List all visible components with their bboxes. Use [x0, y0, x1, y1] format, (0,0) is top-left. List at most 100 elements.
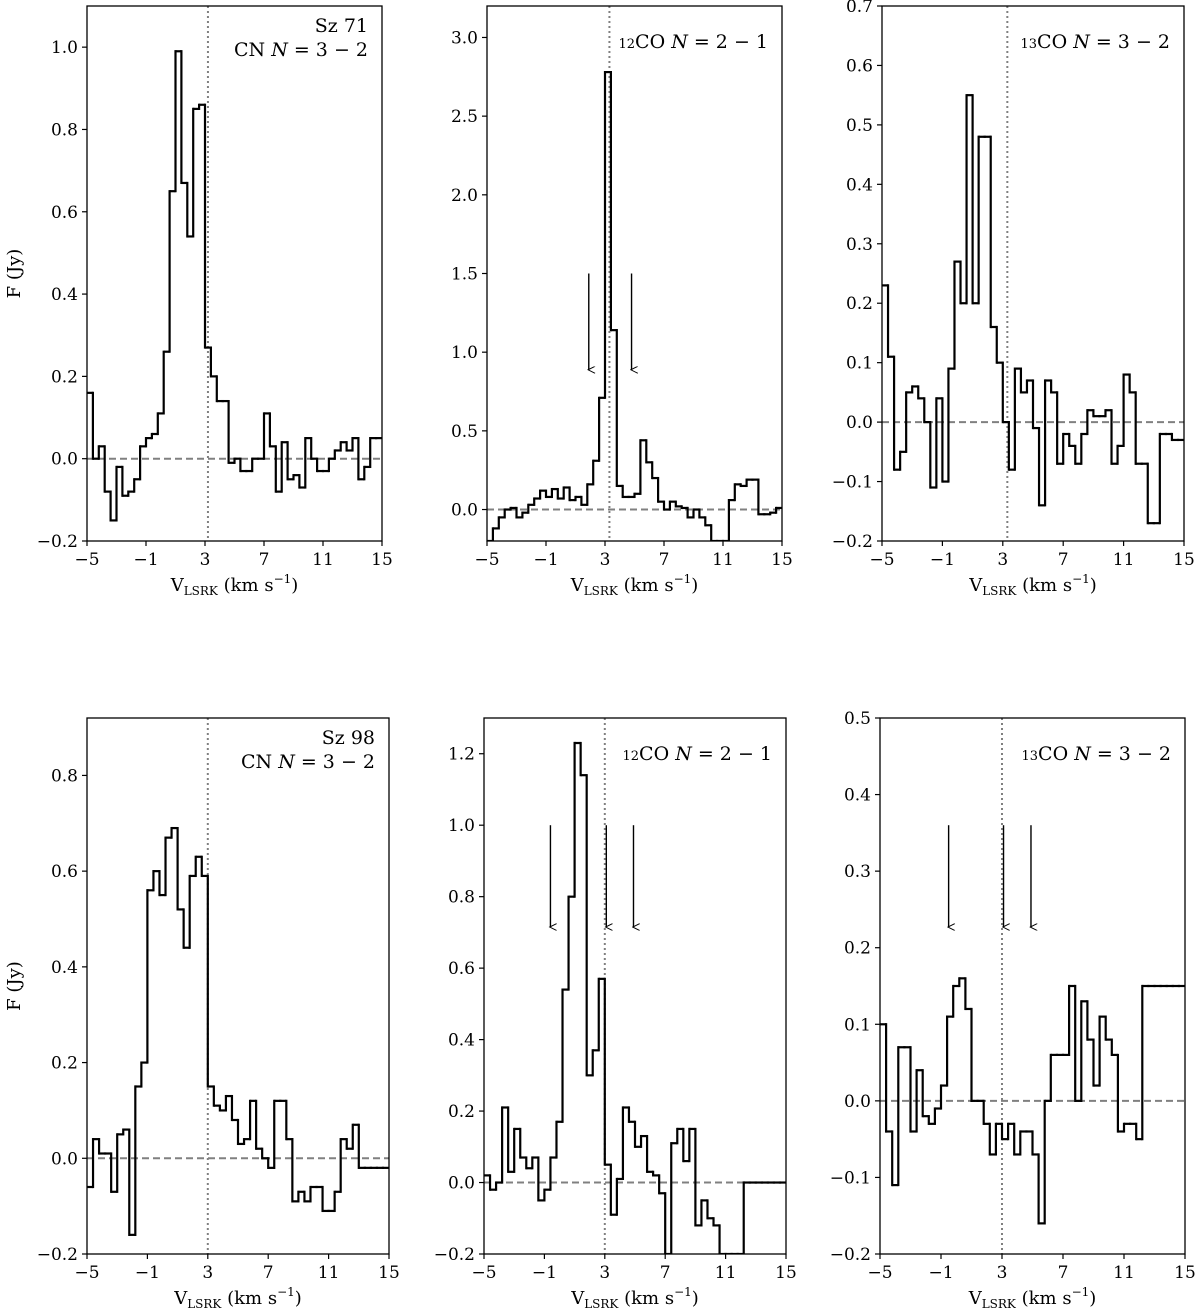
y-tick-label: 1.5: [451, 265, 478, 285]
y-tick-label: 0.0: [448, 1174, 475, 1194]
x-axis-label: VLSRK (km s−1): [968, 572, 1097, 598]
x-tick-label: 15: [371, 550, 393, 570]
x-tick-label: −5: [74, 550, 99, 570]
spectrum: [87, 50, 382, 522]
y-tick-label: 3.0: [451, 28, 478, 48]
x-tick-label: 3: [997, 550, 1008, 570]
y-tick-label: 0.2: [51, 1054, 78, 1074]
x-tick-label: 15: [1173, 550, 1195, 570]
y-tick-label: 0.0: [846, 413, 873, 433]
y-tick-label: −0.2: [37, 532, 78, 552]
x-tick-label: −5: [869, 550, 894, 570]
x-tick-label: 15: [378, 1263, 400, 1283]
y-tick-label: 0.6: [51, 862, 78, 882]
y-axis-label: F (Jy): [4, 961, 25, 1011]
x-tick-label: 15: [771, 550, 793, 570]
y-tick-label: 0.3: [844, 862, 871, 882]
panel-3: −5 −1 3 7 11 15 −0.2 −0.1 0.0 0.1 0.2 0.3 0.4 0.5 0.6 0…: [832, 0, 1195, 598]
line-label: 13CO N = 3 − 2: [1020, 31, 1170, 53]
x-tick-label: 7: [259, 550, 270, 570]
panel-2: −5 −1 3 7 11 15 0.0 0.5 1.0 1.5 2.0 2.5 3.0 VLSRK (km…: [451, 5, 793, 598]
x-axis-label: VLSRK (km s−1): [570, 572, 699, 598]
x-tick-label: 3: [600, 550, 611, 570]
spectrum: [487, 70, 782, 541]
y-tick-label: 1.0: [451, 343, 478, 363]
y-tick-label: 0.2: [844, 939, 871, 959]
x-tick-label: 7: [660, 1263, 671, 1283]
source-label: Sz 98: [322, 727, 375, 749]
x-axis-label: VLSRK (km s−1): [570, 1285, 699, 1311]
y-tick-label: 0.3: [846, 235, 873, 255]
x-tick-label: −1: [930, 550, 955, 570]
source-label: Sz 71: [315, 15, 368, 37]
y-tick-label: 0.5: [846, 116, 873, 136]
x-axis-label: VLSRK (km s−1): [170, 572, 299, 598]
y-tick-label: 0.1: [846, 354, 873, 374]
x-tick-label: 11: [312, 550, 334, 570]
x-tick-label: 15: [1174, 1263, 1196, 1283]
panel-6: −5 −1 3 7 11 15 −0.2 −0.1 0.0 0.1 0.2 0.3 0.4 0.5 VLSR…: [830, 709, 1196, 1311]
line-label: 13CO N = 3 − 2: [1021, 743, 1171, 765]
spectrum: [484, 741, 786, 1254]
y-tick-label: 0.7: [846, 0, 873, 17]
x-tick-label: −1: [133, 550, 158, 570]
y-tick-label: 0.8: [448, 888, 475, 908]
y-tick-label: 0.1: [844, 1015, 871, 1035]
y-tick-label: −0.1: [830, 1168, 871, 1188]
y-tick-label: 0.0: [451, 501, 478, 521]
x-tick-label: 11: [1113, 1263, 1135, 1283]
axes-frame: [881, 5, 1185, 542]
y-axis-label: F (Jy): [4, 249, 25, 299]
y-tick-label: 0.4: [844, 786, 871, 806]
y-tick-label: 0.4: [51, 958, 78, 978]
y-tick-label: −0.2: [37, 1245, 78, 1265]
y-tick-label: 1.0: [448, 816, 475, 836]
line-label: CN N = 3 − 2: [234, 39, 368, 61]
x-tick-label: −1: [135, 1263, 160, 1283]
axes-frame: [486, 5, 783, 542]
x-tick-label: 11: [712, 550, 734, 570]
axes-frame: [483, 717, 787, 1255]
x-axis-label: VLSRK (km s−1): [968, 1285, 1097, 1311]
x-tick-label: −5: [867, 1263, 892, 1283]
line-label: 12CO N = 2 − 1: [618, 31, 768, 53]
panel-4: −5 −1 3 7 11 15 −0.2 0.0 0.2 0.4 0.6 0.8 VLSRK (km s…: [4, 717, 400, 1311]
y-tick-label: 0.2: [846, 294, 873, 314]
x-tick-label: 7: [1058, 550, 1069, 570]
y-tick-label: −0.2: [434, 1245, 475, 1265]
axes-frame: [879, 717, 1186, 1255]
y-tick-label: 0.5: [844, 709, 871, 729]
x-tick-label: −1: [532, 1263, 557, 1283]
x-tick-label: 7: [263, 1263, 274, 1283]
y-tick-label: 0.6: [51, 203, 78, 223]
y-tick-label: 0.0: [51, 1149, 78, 1169]
x-tick-label: 3: [202, 1263, 213, 1283]
spectrum: [87, 826, 389, 1236]
y-tick-label: 0.8: [51, 120, 78, 140]
x-tick-label: 3: [200, 550, 211, 570]
y-tick-label: 0.8: [51, 766, 78, 786]
panel-1: −5 −1 3 7 11 15 −0.2 0.0 0.2 0.4 0.6 0.8 1.0 VLSRK (k…: [4, 5, 393, 598]
spectrum: [882, 94, 1184, 525]
x-tick-label: −5: [74, 1263, 99, 1283]
x-tick-label: 3: [997, 1263, 1008, 1283]
spectrum: [880, 977, 1185, 1225]
x-tick-label: −1: [928, 1263, 953, 1283]
x-tick-label: 3: [599, 1263, 610, 1283]
y-tick-label: 1.0: [51, 38, 78, 58]
y-tick-label: 0.5: [451, 422, 478, 442]
y-tick-label: 0.4: [448, 1031, 475, 1051]
y-tick-label: −0.2: [830, 1245, 871, 1265]
panel-5: −5 −1 3 7 11 15 −0.2 0.0 0.2 0.4 0.6 0.8 1.0 1.2 VLSRK…: [434, 717, 797, 1311]
x-tick-label: −1: [533, 550, 558, 570]
y-tick-label: 2.0: [451, 186, 478, 206]
x-tick-label: 7: [659, 550, 670, 570]
x-tick-label: 11: [318, 1263, 340, 1283]
y-tick-label: −0.2: [832, 532, 873, 552]
y-tick-label: 0.0: [51, 450, 78, 470]
y-tick-label: 0.6: [846, 56, 873, 76]
y-tick-label: 0.4: [51, 285, 78, 305]
axes-frame: [86, 717, 390, 1255]
y-tick-label: 0.0: [844, 1092, 871, 1112]
